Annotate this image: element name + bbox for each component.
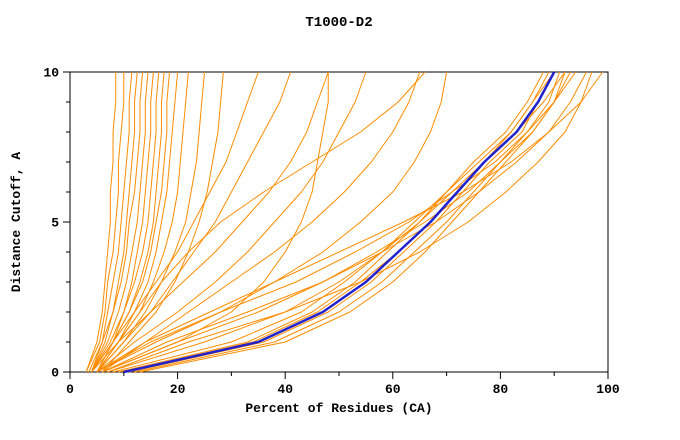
x-tick-label: 20 (170, 382, 186, 397)
model-curve (102, 71, 587, 373)
model-curve (96, 71, 448, 373)
model-curve (96, 71, 154, 373)
model-curve (91, 71, 149, 373)
model-curve (118, 71, 544, 373)
model-curve (96, 71, 426, 373)
x-tick-label: 60 (385, 382, 401, 397)
y-tick-label: 0 (51, 366, 59, 381)
y-axis-label: Distance Cutoff, A (9, 152, 24, 293)
model-curve (91, 71, 160, 373)
x-tick-label: 100 (596, 382, 620, 397)
model-curve (96, 71, 577, 373)
model-curve (96, 71, 165, 373)
model-curve (101, 71, 224, 373)
y-tick-label: 10 (43, 66, 59, 81)
x-tick-label: 40 (277, 382, 293, 397)
model-curve (96, 71, 367, 373)
model-curve (91, 71, 133, 373)
model-curve (107, 71, 593, 373)
model-curve (91, 71, 329, 373)
model-curve (91, 71, 259, 373)
model-curve (91, 71, 138, 373)
model-curve (139, 71, 566, 373)
model-curve (96, 71, 292, 373)
x-tick-label: 0 (66, 382, 74, 397)
chart-title: T1000-D2 (305, 15, 372, 31)
model-curve (102, 72, 329, 373)
model-curve (88, 71, 144, 373)
model-curve (96, 71, 604, 373)
model-curve (107, 71, 566, 373)
model-curve (134, 71, 561, 373)
model-curve (112, 71, 555, 373)
model-curve (96, 71, 179, 373)
x-axis-label: Percent of Residues (CA) (245, 401, 432, 416)
model-curve (96, 71, 205, 373)
model-curve (101, 71, 421, 373)
y-tick-label: 5 (51, 216, 59, 231)
x-tick-label: 80 (493, 382, 509, 397)
model-curve (85, 72, 125, 373)
highlight-curve (123, 71, 556, 374)
model-curve (91, 71, 171, 373)
model-curve (85, 72, 117, 373)
model-curve (129, 71, 555, 373)
